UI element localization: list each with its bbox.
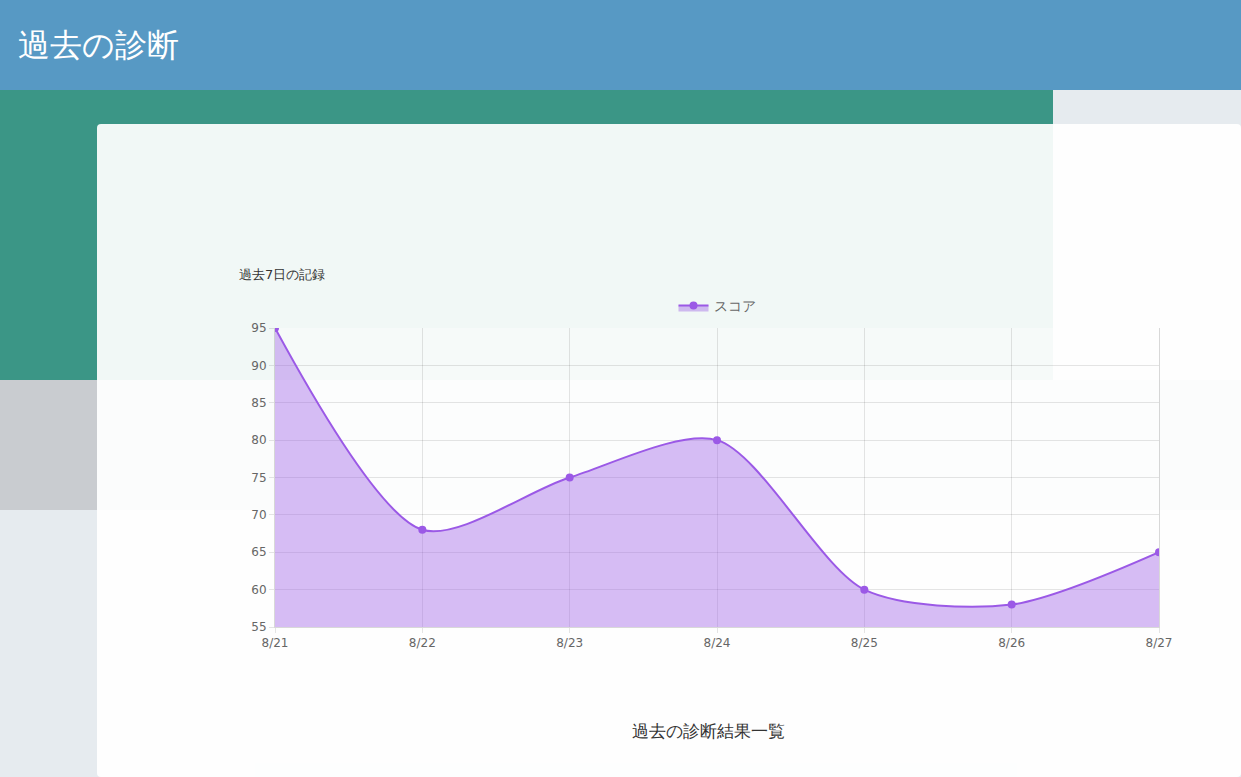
svg-text:8/26: 8/26 <box>998 636 1025 650</box>
svg-text:90: 90 <box>251 359 266 373</box>
svg-text:75: 75 <box>251 471 266 485</box>
svg-text:8/27: 8/27 <box>1146 636 1173 650</box>
svg-text:55: 55 <box>251 620 266 634</box>
svg-text:80: 80 <box>251 433 266 447</box>
svg-text:60: 60 <box>251 583 266 597</box>
svg-text:85: 85 <box>251 396 266 410</box>
html-text:過去の診断: 過去の診断 <box>18 26 179 64</box>
svg-text:過去7日の記録: 過去7日の記録 <box>239 267 325 282</box>
svg-text:スコア: スコア <box>714 298 756 314</box>
svg-text:95: 95 <box>251 321 266 335</box>
html-text:過去の診断結果一覧: 過去の診断結果一覧 <box>631 721 785 741</box>
svg-text:8/25: 8/25 <box>851 636 878 650</box>
svg-text:65: 65 <box>251 545 266 559</box>
svg-text:8/21: 8/21 <box>262 636 289 650</box>
svg-text:8/24: 8/24 <box>704 636 731 650</box>
svg-text:8/22: 8/22 <box>409 636 436 650</box>
svg-text:70: 70 <box>251 508 266 522</box>
svg-text:8/23: 8/23 <box>556 636 583 650</box>
